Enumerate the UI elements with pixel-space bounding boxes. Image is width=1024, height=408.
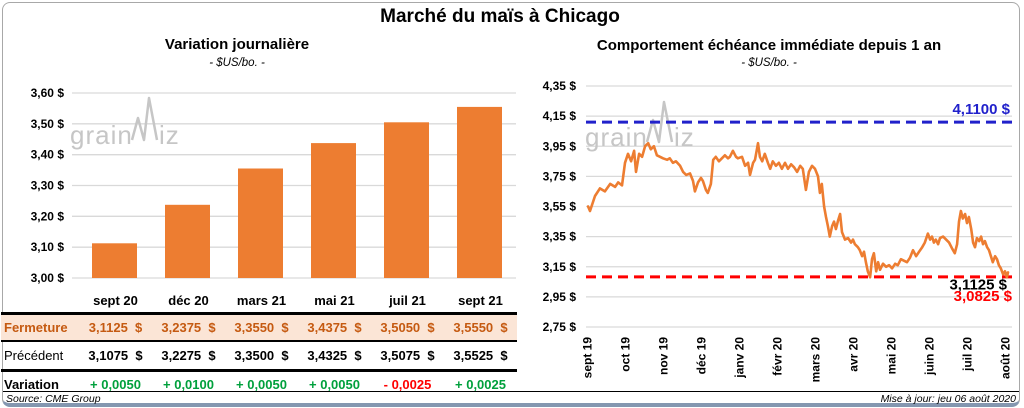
bar-mars 21 [238,168,283,278]
bar-chart: 3,00 $ 3,10 $ 3,20 $ 3,30 $ 3,40 $ 3,50 $ 3,60… [31,86,516,285]
line-x-tick-label: juin 20 [923,337,937,376]
row-label-0: Fermeture [1,315,79,342]
price-table: sept 20 déc 20 mars 21 mai 21 juil 21 sept 21… [1,288,517,397]
line-x-tick-label: sept 19 [581,337,595,379]
bar-y-tick-label: 3,20 $ [31,209,65,223]
bar-y-tick-label: 3,50 $ [31,117,65,131]
table-cell-2-5: + 0,0025 [455,377,506,392]
table-corner [1,288,79,315]
table-header-2: mars 21 [225,288,298,315]
update-note: Mise à jour: jeu 06 août 2020 [880,393,1016,405]
table-header-3: mai 21 [298,288,371,315]
bar-y-tick-label: 3,30 $ [31,179,65,193]
line-y-tick-label: 3,55 $ [543,200,577,214]
line-x-tick-label: nov 19 [657,337,671,375]
last-price-label: 3,1125 $ [949,276,1007,293]
resistance-label: 4,1100 $ [952,101,1010,118]
table-cell-1-3: 3,4325 $ [298,342,371,372]
table-cell-1-1: 3,2275 $ [152,342,225,372]
table-cell-0-1: 3,2375 $ [152,315,225,342]
watermark-right-zigzag [645,100,674,144]
line-x-tick-label: févr 20 [771,337,785,376]
source-note: Source: CME Group [6,393,101,405]
line-x-tick-label: mai 20 [885,337,899,375]
table-cell-2-2: + 0,0050 [236,377,287,392]
support-label: 3,0825 $ [954,288,1013,305]
line-chart-subtitle: - $US/bo. - [741,57,797,69]
footer: Source: CME Group Mise à jour: jeu 06 ao… [3,391,1019,407]
table-cell-2-1: + 0,0100 [163,377,214,392]
bar-y-tick-label: 3,40 $ [31,148,65,162]
line-x-tick-label: avr 20 [847,337,861,372]
line-chart: 2,75 $ 2,95 $ 3,15 $ 3,35 $ 3,55 $ 3,75 $ 3,95… [543,79,1013,383]
line-y-tick-label: 3,35 $ [543,230,577,244]
table-cell-0-3: 3,4375 $ [298,315,371,342]
table-cell-0-4: 3,5050 $ [371,315,444,342]
watermark-left-zigzag [130,96,159,142]
table-cell-1-2: 3,3500 $ [225,342,298,372]
line-y-tick-label: 3,75 $ [543,169,577,183]
bar-chart-subtitle: - $US/bo. - [209,57,265,69]
line-x-tick-label: juil 20 [961,337,975,372]
table-cell-0-5: 3,5550 $ [444,315,517,342]
line-y-tick-label: 2,75 $ [543,320,577,334]
table-cell-1-0: 3,1075 $ [79,342,152,372]
watermark-left-text-1: grain [70,120,133,150]
table-header-0: sept 20 [79,288,152,315]
line-x-tick-label: oct 19 [619,337,633,372]
table-cell-2-0: + 0,0050 [90,377,141,392]
bar-sept 20 [92,243,137,278]
line-y-tick-label: 2,95 $ [543,290,577,304]
row-label-1: Précédent [1,342,79,372]
line-x-tick-label: janv 20 [733,337,747,379]
line-y-tick-label: 4,15 $ [543,109,577,123]
watermark-right-text-1: grain [585,122,648,152]
bar-sept 21 [457,106,502,279]
bar-y-tick-label: 3,00 $ [31,271,65,285]
line-y-tick-label: 3,95 $ [543,139,577,153]
line-x-tick-label: mars 20 [809,337,823,383]
page-title: Marché du maïs à Chicago [380,6,620,27]
price-line [586,141,1010,279]
bar-y-tick-label: 3,10 $ [31,240,65,254]
bar-y-tick-label: 3,60 $ [31,86,65,100]
line-x-tick-label: déc 19 [695,337,709,375]
bar-déc 20 [165,204,210,278]
table-cell-1-4: 3,5075 $ [371,342,444,372]
table-cell-0-0: 3,1125 $ [79,315,152,342]
watermark-right-text-2: iz [674,122,695,152]
table-cell-2-4: - 0,0025 [383,377,432,392]
watermark-left-text-2: iz [159,120,180,150]
table-cell-0-2: 3,3550 $ [225,315,298,342]
table-cell-1-5: 3,5525 $ [444,342,517,372]
line-y-tick-label: 3,15 $ [543,260,577,274]
table-header-5: sept 21 [444,288,517,315]
line-chart-title: Comportement échéance immédiate depuis 1… [596,37,942,54]
bar-chart-title: Variation journalière [164,36,310,53]
table-cell-2-3: + 0,0050 [309,377,360,392]
table-header-4: juil 21 [371,288,444,315]
bar-mai 21 [311,143,356,278]
row-label-2: Variation [4,377,59,392]
table-header-1: déc 20 [152,288,225,315]
line-y-tick-label: 4,35 $ [543,79,577,93]
line-x-tick-label: août 20 [999,337,1013,379]
bar-juil 21 [384,122,429,278]
